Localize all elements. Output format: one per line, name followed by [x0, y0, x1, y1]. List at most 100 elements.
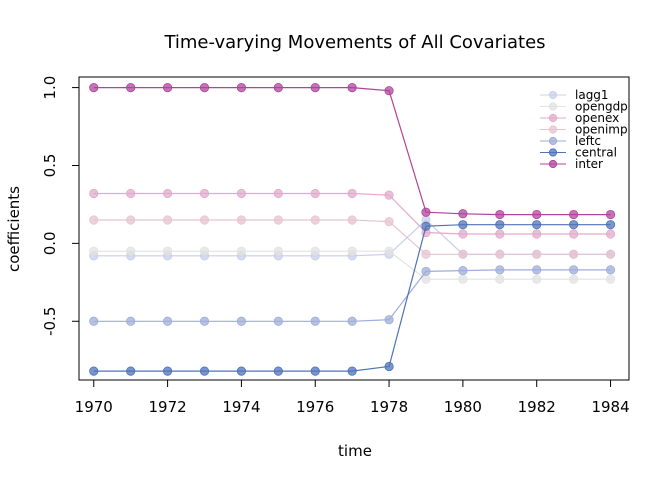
data-point-inter [605, 209, 616, 220]
data-point-opengdp [126, 246, 136, 256]
data-point-central [199, 366, 210, 376]
legend-label: openex [575, 111, 619, 125]
plot-frame [78, 76, 630, 381]
data-point-inter [384, 86, 394, 96]
data-point-opengdp [458, 274, 468, 284]
x-tick-label: 1980 [444, 398, 482, 416]
data-point-central [384, 361, 394, 372]
data-point-openex [199, 188, 210, 199]
data-point-openex [310, 188, 320, 199]
data-point-opengdp [310, 246, 320, 256]
data-point-opengdp [347, 246, 357, 256]
data-point-opengdp [89, 246, 99, 256]
data-point-central [532, 220, 542, 230]
data-point-openimp [384, 216, 394, 227]
data-point-openex [126, 188, 136, 199]
y-tick-label: -0.5 [41, 307, 59, 336]
data-point-leftc [273, 316, 283, 326]
data-point-central [89, 366, 99, 376]
data-point-leftc [495, 265, 505, 275]
data-point-openimp [89, 215, 99, 225]
legend-label: inter [575, 157, 603, 171]
data-point-inter [310, 82, 320, 93]
data-point-leftc [199, 316, 210, 326]
data-point-openimp [310, 215, 320, 225]
legend: lagg1opengdpopenexopenimpleftccentralint… [540, 88, 628, 171]
series-openimp [89, 215, 616, 259]
series-central [89, 220, 616, 376]
legend-marker [548, 136, 558, 146]
data-point-leftc [384, 315, 394, 325]
data-point-inter [162, 82, 173, 93]
data-point-central [569, 220, 579, 230]
data-point-opengdp [421, 274, 431, 284]
data-point-opengdp [532, 274, 542, 284]
legend-marker [548, 148, 558, 157]
x-axis: 1970 1972 1974 1976 1978 1980 1982 1984 [75, 379, 630, 416]
data-point-central [162, 366, 173, 376]
data-point-inter [126, 82, 136, 93]
legend-label: leftc [575, 134, 601, 148]
data-point-leftc [236, 316, 247, 326]
data-point-leftc [605, 265, 616, 275]
data-point-openex [347, 188, 357, 199]
data-point-central [458, 220, 468, 230]
series-layer [89, 82, 616, 376]
x-tick-label: 1970 [75, 398, 113, 416]
data-point-central [421, 221, 431, 231]
data-point-leftc [458, 266, 468, 276]
data-point-openimp [569, 249, 579, 259]
data-point-openimp [532, 249, 542, 259]
legend-marker [548, 113, 558, 123]
y-tick-label: 1.0 [41, 76, 59, 100]
x-tick-label: 1974 [222, 398, 260, 416]
data-point-central [310, 366, 320, 376]
legend-item-lagg1: lagg1 [540, 88, 609, 102]
chart-title: Time-varying Movements of All Covariates [163, 32, 545, 53]
data-point-leftc [569, 265, 579, 275]
data-point-openex [273, 188, 283, 199]
legend-item-openimp: openimp [540, 123, 628, 137]
data-point-central [347, 366, 357, 376]
x-axis-title: time [338, 442, 372, 460]
x-tick-label: 1984 [591, 398, 629, 416]
legend-item-inter: inter [540, 157, 603, 171]
x-tick-label: 1978 [370, 398, 408, 416]
data-point-leftc [532, 265, 542, 275]
data-point-openimp [273, 215, 283, 225]
data-point-opengdp [384, 246, 394, 256]
data-point-openimp [126, 215, 136, 225]
legend-item-central: central [540, 146, 617, 160]
legend-label: central [575, 146, 617, 160]
legend-label: lagg1 [575, 88, 609, 102]
data-point-openimp [162, 215, 173, 225]
data-point-inter [495, 209, 505, 220]
y-axis-title: coefficients [5, 186, 23, 272]
legend-label: opengdp [575, 100, 628, 114]
data-point-leftc [347, 316, 357, 326]
data-point-inter [532, 209, 542, 220]
y-axis: -0.5 0.0 0.5 1.0 [41, 76, 80, 336]
data-point-openex [495, 229, 505, 239]
data-point-openimp [458, 249, 468, 259]
legend-label: openimp [575, 123, 628, 137]
data-point-inter [199, 82, 210, 93]
data-point-central [273, 366, 283, 376]
legend-marker [548, 90, 558, 100]
data-point-opengdp [605, 274, 616, 284]
data-point-openex [89, 188, 99, 199]
data-point-openimp [605, 249, 616, 259]
data-point-opengdp [569, 274, 579, 284]
series-openex [89, 188, 616, 239]
data-point-leftc [310, 316, 320, 326]
legend-marker [548, 102, 558, 111]
x-tick-label: 1976 [296, 398, 334, 416]
data-point-central [126, 366, 136, 376]
legend-item-opengdp: opengdp [540, 100, 628, 114]
data-point-inter [89, 82, 99, 93]
y-tick-label: 0.0 [41, 231, 59, 255]
data-point-openex [605, 229, 616, 239]
data-point-openimp [236, 215, 247, 225]
data-point-openex [384, 190, 394, 200]
